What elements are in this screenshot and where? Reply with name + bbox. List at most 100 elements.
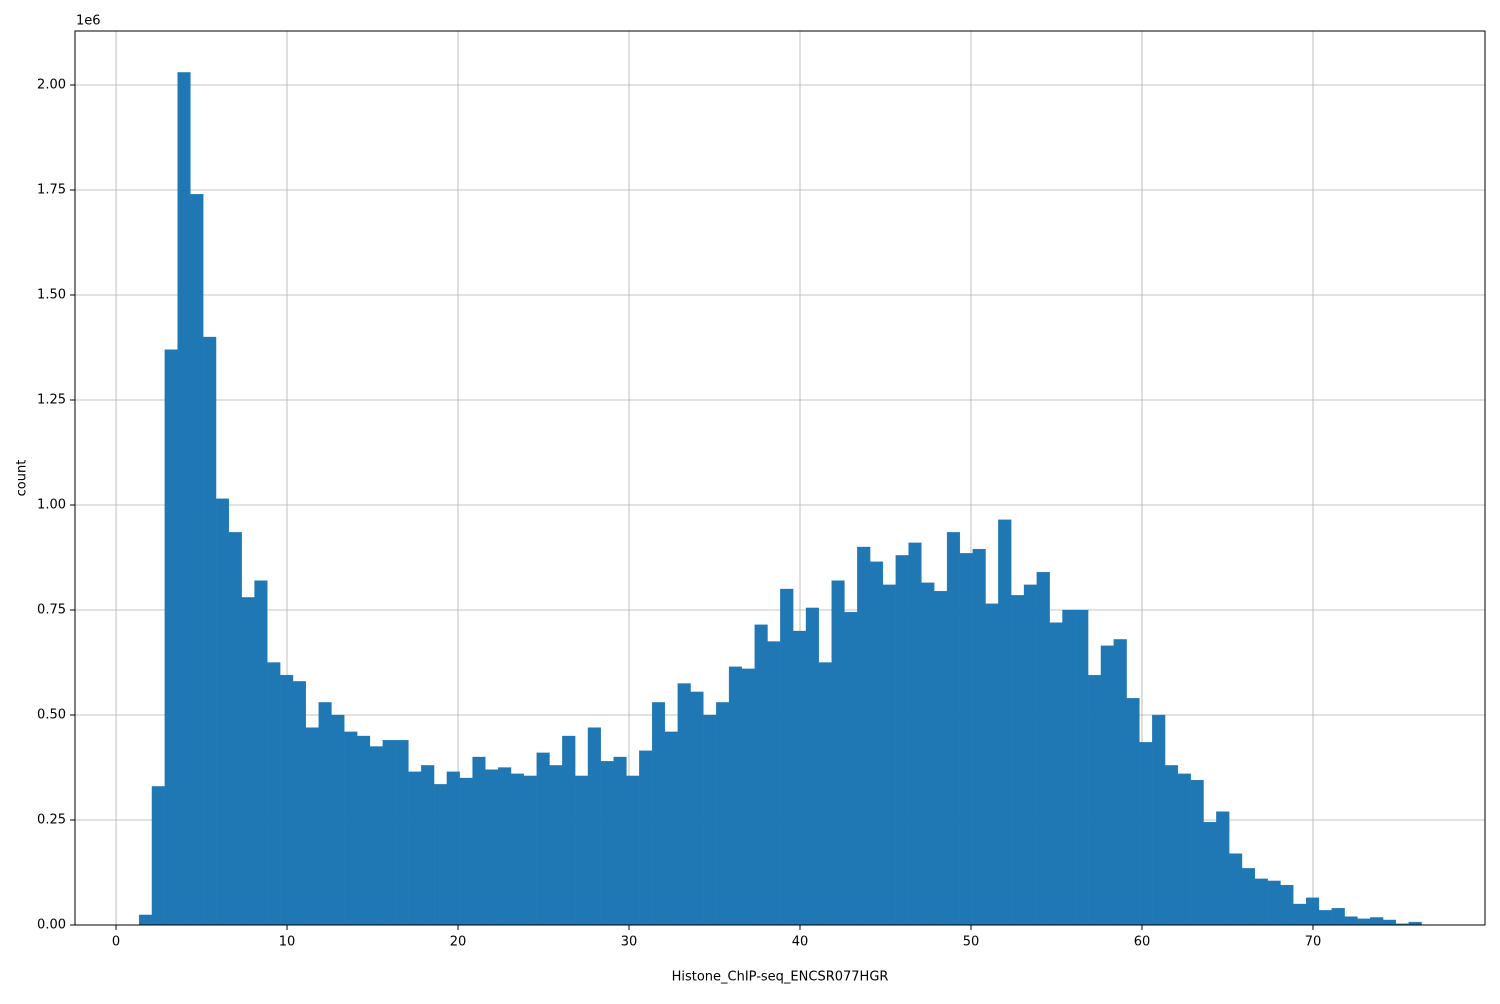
x-tick-label: 30 <box>621 935 638 950</box>
histogram-bar <box>575 775 589 926</box>
histogram-bar <box>510 773 525 926</box>
y-tick-label: 0.00 <box>37 918 66 933</box>
histogram-bar <box>613 756 627 926</box>
y-tick-label: 1.75 <box>37 183 66 198</box>
histogram-bar <box>292 681 306 926</box>
histogram-bar <box>215 498 230 926</box>
y-tick-label: 2.00 <box>37 78 66 93</box>
histogram-bar <box>318 702 332 926</box>
histogram-bar <box>446 771 460 926</box>
histogram-bar <box>818 662 832 926</box>
y-tick-label: 1.50 <box>37 288 66 303</box>
x-tick-label: 60 <box>1134 935 1151 950</box>
histogram-bar <box>1318 910 1332 926</box>
histogram-bar <box>459 777 473 926</box>
histogram-bar <box>882 584 896 926</box>
histogram-bar <box>741 668 755 926</box>
histogram-bar <box>1344 916 1358 926</box>
histogram-bar <box>1229 853 1243 926</box>
histogram-bar <box>767 641 781 926</box>
histogram-bar <box>177 72 191 926</box>
histogram-bar <box>805 607 819 926</box>
histogram-bar <box>1382 919 1397 926</box>
histogram-bar <box>472 756 486 926</box>
histogram-bar <box>1011 595 1025 926</box>
histogram-bar <box>639 750 653 926</box>
histogram-bar <box>280 674 294 926</box>
histogram-bar <box>344 731 358 926</box>
histogram-bar <box>946 532 961 926</box>
histogram-bar <box>1152 714 1166 926</box>
histogram-bar <box>972 548 986 926</box>
histogram-bar <box>536 752 550 926</box>
histogram-bar <box>267 662 281 926</box>
histogram-bar <box>844 611 858 926</box>
histogram-bar <box>1036 572 1050 926</box>
histogram-bar <box>1075 609 1089 926</box>
histogram-bar <box>1126 698 1140 926</box>
histogram-bar <box>1216 811 1230 926</box>
histogram-bar <box>1293 903 1307 926</box>
histogram-bar <box>959 553 973 926</box>
histogram-bar <box>395 740 409 926</box>
histogram-bar <box>523 775 537 926</box>
x-tick-label: 10 <box>279 935 296 950</box>
histogram-bar <box>1023 584 1037 926</box>
histogram-bar <box>305 727 319 926</box>
x-tick-label: 20 <box>450 935 467 950</box>
histogram-bar <box>934 590 948 926</box>
histogram-bar <box>408 771 422 926</box>
x-tick-label: 0 <box>112 935 120 950</box>
histogram-bar <box>1190 779 1204 926</box>
histogram-bar <box>1331 908 1345 926</box>
histogram-bar <box>228 532 242 926</box>
grid <box>75 31 1485 926</box>
histogram-bar <box>138 914 153 926</box>
histogram-bar <box>433 784 448 926</box>
histogram-bar <box>780 588 794 926</box>
histogram-bar <box>1370 917 1384 926</box>
histogram-bar <box>793 630 807 926</box>
histogram-bar <box>382 740 396 926</box>
histogram-bar <box>356 735 371 926</box>
histogram-bar <box>331 714 345 926</box>
x-tick-label: 40 <box>792 935 809 950</box>
histogram-bar <box>190 194 204 926</box>
histogram-bar <box>164 349 178 926</box>
histogram-bar <box>203 336 217 926</box>
histogram-bar <box>254 580 268 926</box>
x-axis-label: Histone_ChIP-seq_ENCSR077HGR <box>672 970 889 985</box>
y-tick-label: 1.00 <box>37 498 66 513</box>
histogram-bar <box>1357 918 1371 926</box>
histogram-bar <box>908 542 922 926</box>
y-offset-label: 1e6 <box>76 14 101 29</box>
histogram-bar <box>498 767 512 926</box>
histogram-bar <box>1049 622 1063 926</box>
x-tick-label: 50 <box>963 935 980 950</box>
histogram-bar <box>703 714 717 926</box>
bars <box>138 72 1422 926</box>
histogram-bar <box>857 546 871 926</box>
histogram-bar <box>869 561 884 926</box>
histogram-bar <box>485 769 499 926</box>
histogram-bar <box>1241 868 1255 926</box>
histogram-bar <box>664 731 678 926</box>
histogram-bar <box>921 582 935 926</box>
histogram-bar <box>1177 773 1191 926</box>
histogram-bar <box>831 580 845 926</box>
histogram-bar <box>690 691 704 926</box>
histogram-bar <box>754 624 768 926</box>
y-tick-label: 1.25 <box>37 393 66 408</box>
histogram-bar <box>1062 609 1076 926</box>
histogram-bar <box>1164 765 1179 926</box>
histogram-bar <box>600 761 614 926</box>
histogram-bar <box>151 786 165 926</box>
histogram-bar <box>241 597 255 926</box>
histogram-bar <box>895 555 909 926</box>
histogram-bar <box>369 746 383 926</box>
histogram-bar <box>1113 639 1127 926</box>
y-tick-label: 0.75 <box>37 603 66 618</box>
x-tick-label: 70 <box>1305 935 1322 950</box>
